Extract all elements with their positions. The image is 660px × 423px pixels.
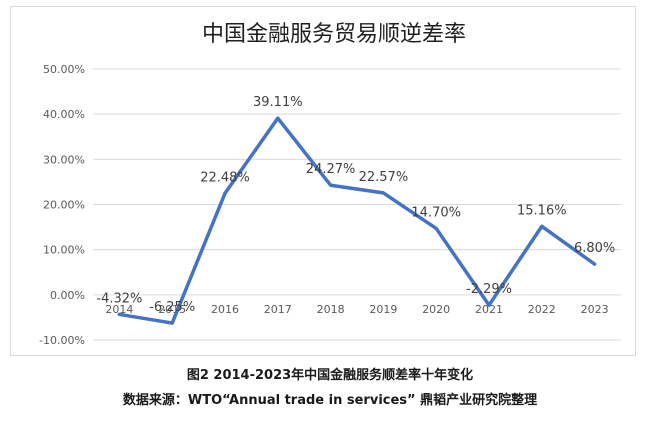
y-axis-ticks: 50.00% 40.00% 30.00% 20.00% 10.00% 0.00% -10.0… (39, 63, 85, 347)
y-tick-label: 40.00% (43, 108, 85, 121)
y-tick-label: -10.00% (39, 334, 85, 347)
data-point (170, 321, 174, 325)
x-tick-label: 2014 (105, 303, 133, 316)
data-label: 22.48% (200, 170, 250, 185)
data-label: 39.11% (253, 95, 303, 110)
x-tick-label: 2022 (528, 303, 556, 316)
data-point (329, 183, 333, 187)
x-tick-label: 2021 (475, 303, 503, 316)
data-point (223, 191, 227, 195)
data-label: -6.25% (149, 300, 195, 315)
data-labels: -4.32% -6.25% 22.48% 39.11% 24.27%22.57% 14.7… (96, 95, 615, 315)
x-tick-label: 2017 (264, 303, 292, 316)
series-line (117, 116, 597, 325)
line-chart: 中国金融服务贸易顺逆差率 50.00% 40.00% 30.00% 20.00% 10.… (39, 22, 621, 347)
y-tick-label: 30.00% (43, 153, 85, 166)
source-caption: 数据来源：WTO“Annual trade in services” 鼎韬产业研… (122, 393, 538, 408)
y-tick-label: 50.00% (43, 63, 85, 76)
data-label: -4.32% (96, 291, 142, 306)
data-label: 24.27% (306, 162, 356, 177)
data-label: -2.29% (466, 282, 512, 297)
data-label: 15.16% (517, 203, 567, 218)
data-point (540, 224, 544, 228)
chart-title: 中国金融服务贸易顺逆差率 (202, 22, 466, 47)
data-point (434, 226, 438, 230)
x-tick-label: 2019 (369, 303, 397, 316)
data-point (117, 312, 121, 316)
data-point (487, 303, 491, 307)
data-point (381, 191, 385, 195)
data-point (276, 116, 280, 120)
series-line-group (117, 116, 597, 325)
x-axis-ticks: 2014 2015 2016 2017 2018 2019 2020 2021 2022 2023 (105, 303, 608, 316)
data-label: 14.70% (411, 205, 461, 220)
x-tick-label: 2023 (581, 303, 609, 316)
data-label: 6.80% (574, 241, 615, 256)
figure-caption: 图2 2014-2023年中国金融服务顺差率十年变化 (186, 368, 474, 383)
gridlines (93, 68, 621, 341)
y-tick-label: 10.00% (43, 244, 85, 257)
data-label: 22.57% (359, 170, 409, 185)
y-tick-label: 20.00% (43, 199, 85, 212)
x-tick-label: 2016 (211, 303, 239, 316)
data-point (593, 262, 597, 266)
chart-frame: 中国金融服务贸易顺逆差率 50.00% 40.00% 30.00% 20.00% 10.… (10, 6, 636, 356)
x-tick-label: 2018 (317, 303, 345, 316)
x-tick-label: 2020 (422, 303, 450, 316)
y-tick-label: 0.00% (50, 289, 85, 302)
